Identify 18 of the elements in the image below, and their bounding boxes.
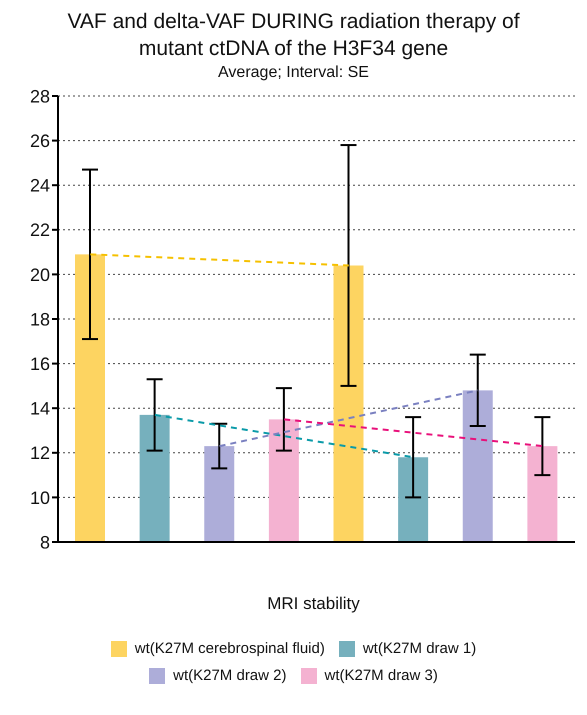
y-tick-label: 20: [30, 264, 50, 285]
y-tick-label: 22: [30, 220, 50, 240]
legend-label: wt(K27M draw 1): [362, 640, 476, 657]
y-tick-label: 18: [30, 309, 50, 330]
chart-subtitle: Average; Interval: SE: [217, 64, 370, 82]
x-axis-title: MRI stability: [266, 594, 361, 614]
y-tick-label: 14: [30, 398, 50, 419]
y-tick-label: 28: [30, 86, 50, 106]
y-tick-label: 24: [30, 176, 50, 196]
y-tick-label: 16: [30, 354, 50, 374]
y-tick-label: 8: [40, 532, 50, 552]
y-tick-label: 12: [30, 443, 50, 464]
y-tick-label: 10: [30, 488, 50, 508]
legend-label: wt(K27M cerebrospinal fluid): [134, 640, 325, 657]
chart-title: VAF and delta-VAF DURING radiation therapy of mutant ctDNA of the H3F34 gene: [66, 9, 521, 62]
legend-label: wt(K27M draw 2): [173, 667, 286, 684]
y-tick-label: 26: [30, 130, 50, 151]
legend-label: wt(K27M draw 3): [324, 667, 438, 684]
